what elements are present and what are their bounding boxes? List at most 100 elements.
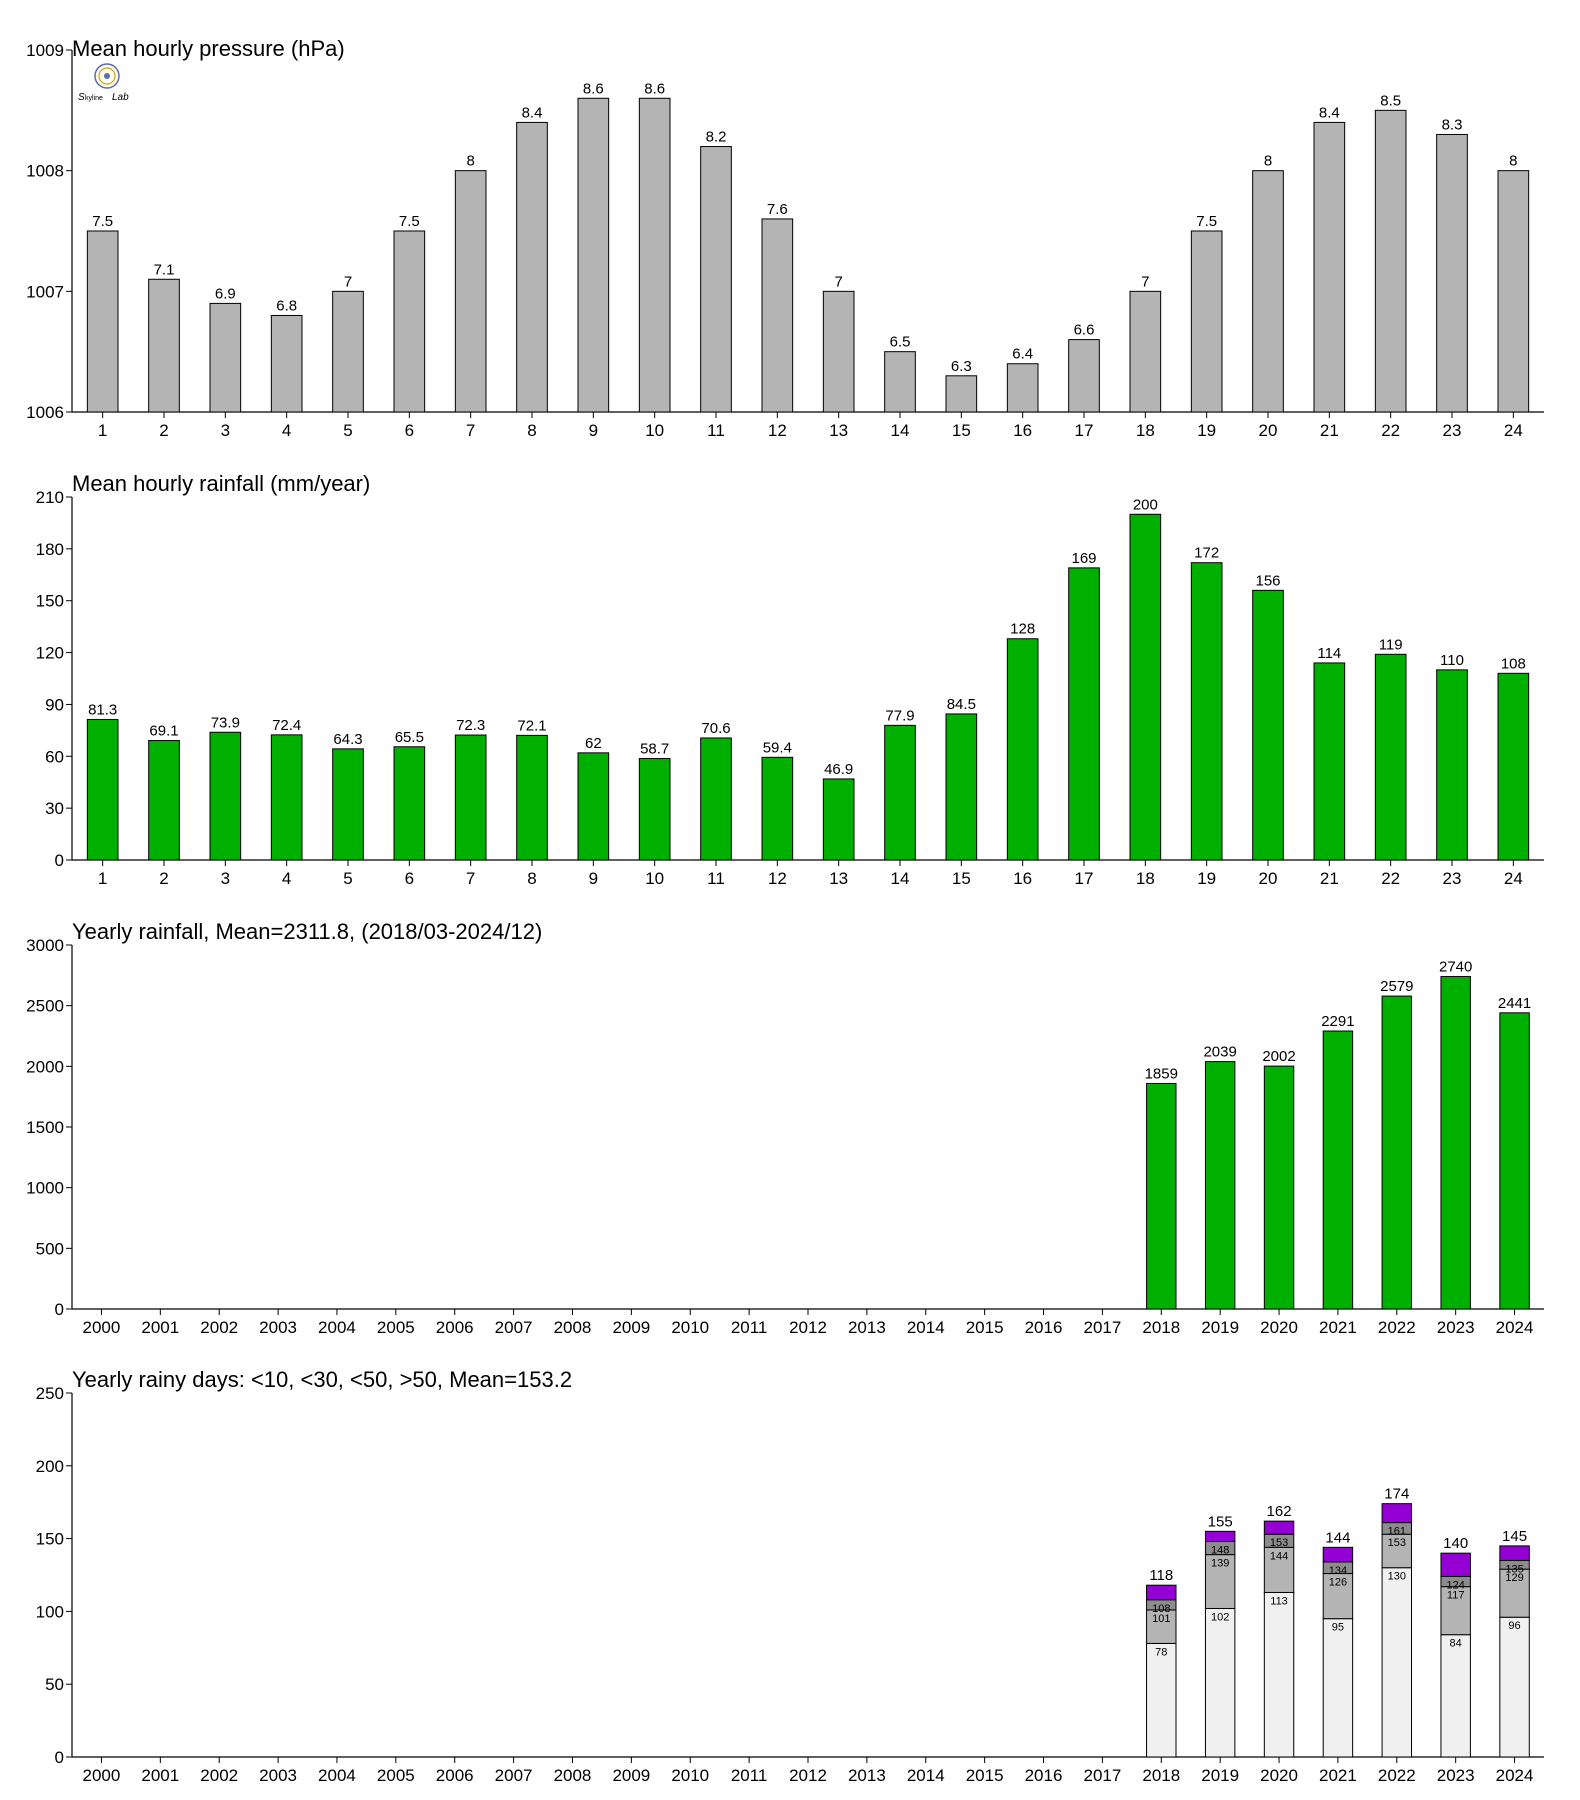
y-tick-label: 150 [36, 592, 64, 611]
bar-value-label: 2039 [1203, 1044, 1236, 1061]
bar [577, 752, 610, 861]
bar-value-label: 6.5 [890, 334, 911, 351]
x-tick-label: 2021 [1319, 1318, 1357, 1337]
bar-total-label: 144 [1325, 1529, 1350, 1546]
y-tick-label: 1008 [26, 162, 64, 181]
segment-value-label: 113 [1270, 1595, 1288, 1607]
bar-value-label: 8.4 [522, 104, 543, 121]
bar-total-label: 140 [1443, 1535, 1468, 1552]
bar-value-label: 73.9 [211, 714, 240, 731]
x-tick-label: 2000 [83, 1766, 121, 1785]
bar-value-label: 70.6 [701, 720, 730, 737]
bar [822, 778, 855, 861]
y-tick-label: 1000 [26, 1179, 64, 1198]
bar-value-label: 2441 [1498, 995, 1531, 1012]
bar-value-label: 77.9 [885, 707, 914, 724]
y-tick-label: 1006 [26, 403, 64, 422]
bar [1129, 290, 1162, 413]
x-tick-label: 22 [1381, 869, 1400, 888]
x-tick-label: 2011 [731, 1318, 768, 1337]
x-tick-label: 15 [952, 421, 971, 440]
bar [1497, 672, 1530, 861]
stack-segment [1322, 1546, 1354, 1563]
segment-value-label: 117 [1447, 1590, 1465, 1602]
x-tick-label: 2008 [554, 1766, 592, 1785]
bar [454, 170, 487, 413]
bar-value-label: 7.6 [767, 201, 788, 218]
stack-segment [1146, 1609, 1177, 1644]
x-tick-label: 2024 [1496, 1766, 1534, 1785]
x-tick-label: 2020 [1260, 1318, 1298, 1337]
x-tick-label: 4 [282, 421, 291, 440]
chart-title: Mean hourly rainfall (mm/year) [72, 471, 370, 496]
bar-value-label: 169 [1071, 550, 1096, 567]
y-tick-label: 1007 [26, 282, 64, 301]
y-tick-label: 50 [45, 1675, 64, 1694]
bar-value-label: 128 [1010, 621, 1035, 638]
bar-value-label: 2740 [1439, 959, 1472, 976]
y-tick-label: 0 [55, 1300, 64, 1319]
bar [1436, 669, 1468, 861]
bar-value-label: 62 [585, 735, 602, 752]
stack-segment [1499, 1545, 1530, 1561]
x-tick-label: 4 [282, 869, 291, 888]
stack-segment [1381, 1567, 1413, 1758]
x-tick-label: 19 [1197, 421, 1216, 440]
bar-value-label: 119 [1379, 636, 1403, 653]
x-tick-label: 23 [1443, 421, 1462, 440]
y-tick-label: 3000 [26, 936, 64, 955]
bar-total-label: 145 [1502, 1528, 1527, 1545]
bar [1129, 513, 1162, 861]
stack-segment [1263, 1546, 1295, 1593]
x-tick-label: 2016 [1025, 1318, 1063, 1337]
bar [209, 302, 242, 413]
x-tick-label: 2005 [377, 1766, 415, 1785]
bar-value-label: 1859 [1145, 1065, 1178, 1082]
x-tick-label: 2000 [83, 1318, 121, 1337]
y-tick-label: 500 [36, 1239, 64, 1258]
bar-value-label: 7 [834, 273, 842, 290]
bar-value-label: 8 [1264, 153, 1272, 170]
stack-segment [1146, 1642, 1177, 1758]
x-tick-label: 2 [159, 869, 168, 888]
chart-panel-2: Mean hourly rainfall (mm/year)0306090120… [36, 471, 1544, 888]
x-tick-label: 2014 [907, 1766, 945, 1785]
bar [884, 724, 916, 861]
bar [1322, 1030, 1354, 1310]
x-tick-label: 2007 [495, 1766, 533, 1785]
bar [1374, 653, 1407, 861]
x-tick-label: 9 [589, 869, 598, 888]
x-tick-label: 2013 [848, 1318, 886, 1337]
y-tick-label: 1009 [26, 41, 64, 60]
x-tick-label: 2009 [612, 1318, 650, 1337]
bar-value-label: 59.4 [763, 739, 792, 756]
x-tick-label: 21 [1320, 869, 1339, 888]
y-tick-label: 2500 [26, 997, 64, 1016]
bar-value-label: 7 [344, 273, 352, 290]
y-tick-label: 200 [36, 1457, 64, 1476]
bar-value-label: 72.4 [272, 717, 301, 734]
bar-value-label: 84.5 [947, 696, 976, 713]
x-tick-label: 8 [527, 421, 536, 440]
bar [577, 97, 610, 413]
bar-total-label: 162 [1267, 1503, 1292, 1520]
x-tick-label: 17 [1075, 421, 1094, 440]
x-tick-label: 2015 [966, 1318, 1004, 1337]
bar-value-label: 7.5 [1196, 213, 1217, 230]
segment-value-label: 108 [1152, 1603, 1170, 1615]
x-tick-label: 2017 [1083, 1318, 1121, 1337]
x-tick-label: 2 [159, 421, 168, 440]
bar [86, 230, 119, 413]
bar-value-label: 2291 [1321, 1013, 1354, 1030]
x-tick-label: 2014 [907, 1318, 945, 1337]
x-tick-label: 2007 [495, 1318, 533, 1337]
bar [1068, 567, 1100, 861]
bar-value-label: 8 [466, 153, 474, 170]
x-tick-label: 10 [645, 869, 664, 888]
stack-segment [1322, 1618, 1354, 1758]
y-tick-label: 100 [36, 1602, 64, 1621]
x-tick-label: 8 [527, 869, 536, 888]
bar-value-label: 8.4 [1319, 104, 1340, 121]
x-tick-label: 3 [221, 869, 230, 888]
bar [700, 146, 732, 413]
